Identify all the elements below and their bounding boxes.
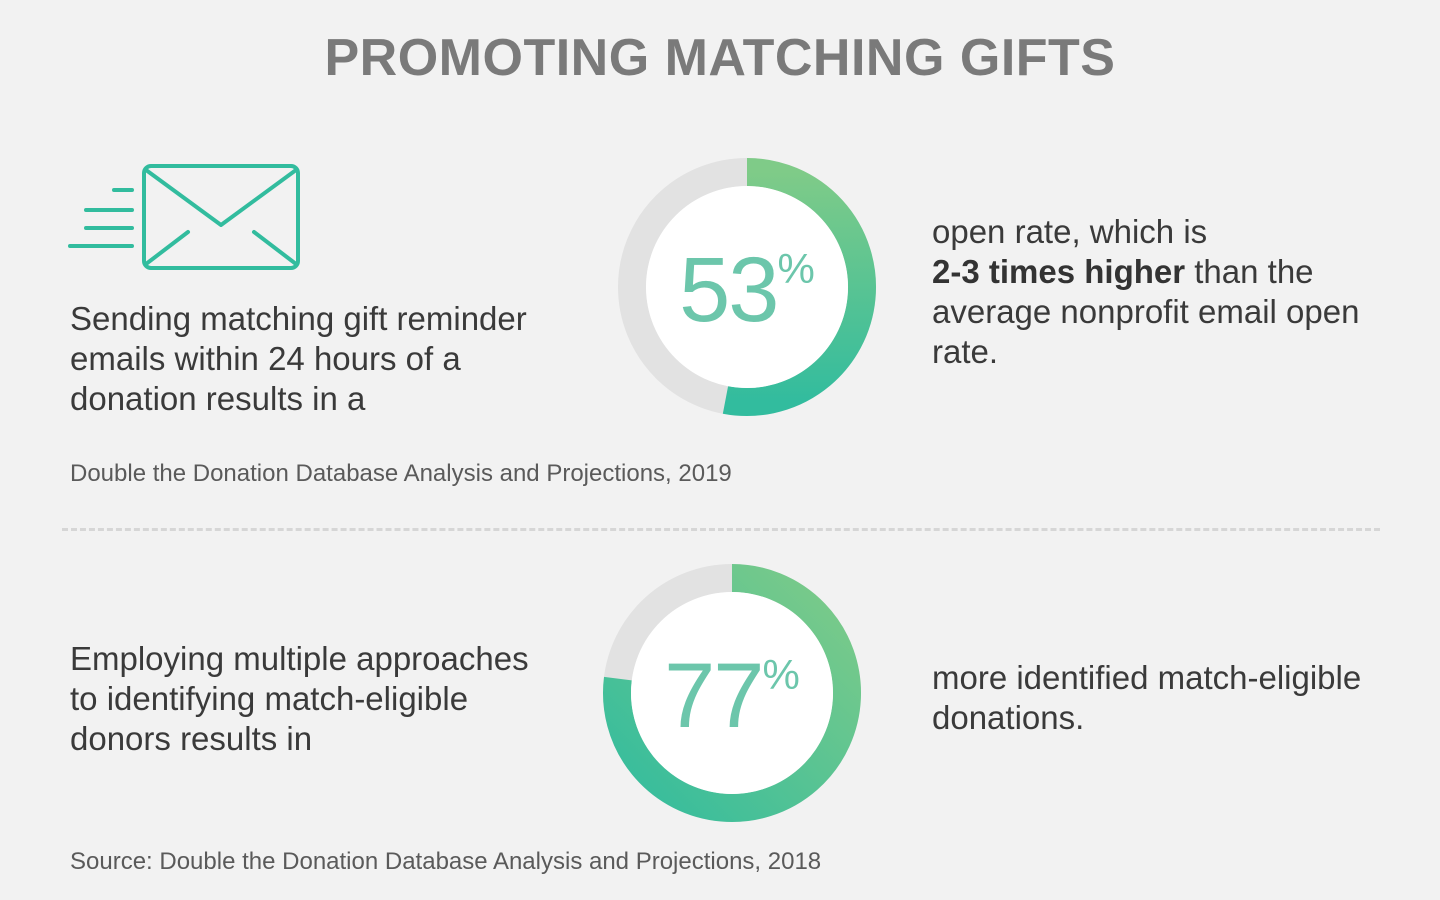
section1-result-text: open rate, which is 2-3 times higher tha…: [932, 212, 1402, 372]
section2-result-text: more identified match-eligible donations…: [932, 659, 1362, 736]
section2-lead-text: Employing multiple approaches to identif…: [70, 640, 529, 757]
donut-value-number: 77: [664, 645, 764, 747]
donut-value-unit: %: [762, 651, 800, 698]
donut-value-unit: %: [777, 245, 815, 292]
page-title: PROMOTING MATCHING GIFTS: [324, 29, 1116, 87]
donut-chart-77: [603, 564, 861, 822]
result-highlight: 2-3 times higher: [932, 253, 1186, 290]
donut-label-77: 77 %: [601, 650, 863, 742]
section2-source: Source: Double the Donation Database Ana…: [70, 848, 822, 875]
section-divider: [62, 528, 1380, 531]
result-suffix: than the average nonprofit email open ra…: [932, 253, 1360, 370]
donut-value-arc: [603, 564, 861, 822]
donut-chart-53: [618, 158, 876, 416]
donut-value-arc: [722, 158, 876, 416]
donut-label-53: 53 %: [616, 244, 878, 336]
donut-value-number: 53: [679, 239, 779, 341]
result-prefix: open rate, which is: [932, 213, 1208, 250]
section1-lead-text: Sending matching gift reminder emails wi…: [70, 300, 527, 417]
envelope-speed-icon: [66, 160, 306, 280]
section1-source: Double the Donation Database Analysis an…: [70, 460, 732, 487]
